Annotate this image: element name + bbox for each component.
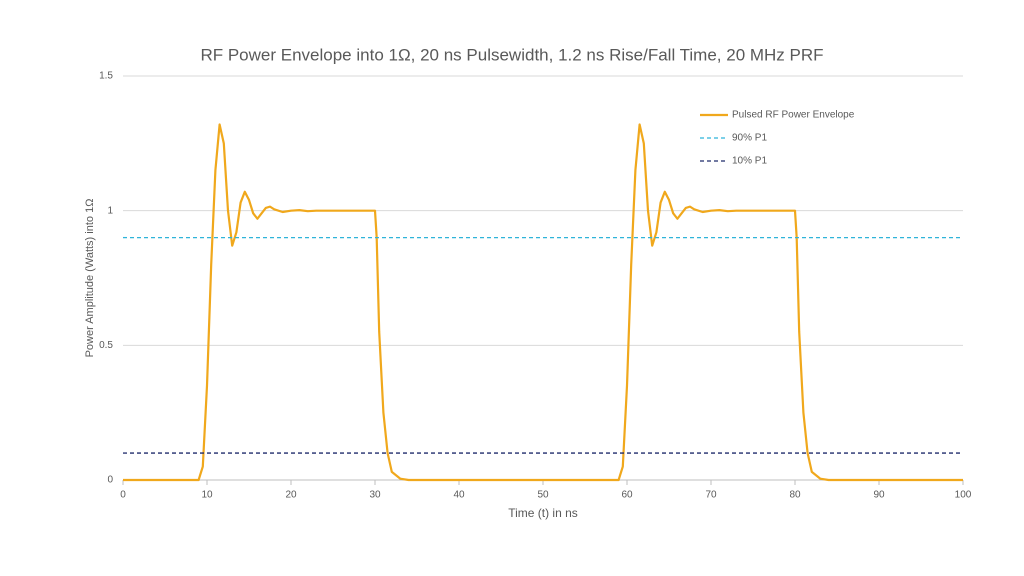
y-tick-label: 1 <box>107 205 113 216</box>
x-tick-label: 80 <box>789 490 801 501</box>
y-tick-label: 0.5 <box>99 340 113 351</box>
x-tick-label: 30 <box>369 490 381 501</box>
x-tick-label: 70 <box>705 490 717 501</box>
y-tick-label: 0 <box>107 475 113 486</box>
series-line <box>123 123 963 482</box>
y-axis-label: Power Amplitude (Watts) into 1Ω <box>84 199 96 358</box>
x-tick-label: 0 <box>120 490 126 501</box>
legend-label: 10% P1 <box>732 156 767 167</box>
x-tick-label: 90 <box>873 490 885 501</box>
x-tick-label: 60 <box>621 490 633 501</box>
x-tick-label: 40 <box>453 490 465 501</box>
x-tick-label: 50 <box>537 490 549 501</box>
x-tick-label: 100 <box>955 490 972 501</box>
chart-title: RF Power Envelope into 1Ω, 20 ns Pulsewi… <box>200 45 823 64</box>
y-tick-label: 1.5 <box>99 71 113 82</box>
x-tick-label: 10 <box>201 490 213 501</box>
legend-label: Pulsed RF Power Envelope <box>732 110 855 121</box>
legend-label: 90% P1 <box>732 133 767 144</box>
x-axis-label: Time (t) in ns <box>508 506 578 520</box>
x-tick-label: 20 <box>285 490 297 501</box>
